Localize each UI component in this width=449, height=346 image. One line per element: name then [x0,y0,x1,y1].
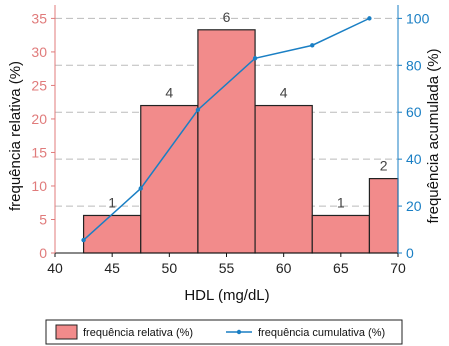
y-right-tick-label: 40 [406,151,422,167]
legend: frequência relativa (%) frequência cumul… [45,319,403,345]
cumulative-point-3 [252,56,258,61]
bar-count-label-2: 6 [223,9,231,25]
bars [82,29,399,254]
bar-count-label-0: 1 [108,194,116,210]
x-tick-label: 40 [47,260,63,276]
legend-bar-label: frequência relativa (%) [83,327,193,339]
cumulative-line [83,17,370,241]
x-tick-label: 45 [104,260,120,276]
y-left-tick-label: 20 [31,111,47,127]
bar-count-label-1: 4 [165,85,173,101]
y-right-tick-label: 80 [406,57,422,73]
bar-count-label-5: 2 [380,158,388,174]
count-labels: 1 4 6 4 1 2 [108,9,388,211]
y-left-tick-label: 15 [31,144,47,160]
y-axis-left-title: frequência relativa (%) [7,61,24,211]
y-left-tick-label: 35 [31,10,47,26]
x-tick-label: 50 [162,260,178,276]
cumulative-point-1 [138,186,143,191]
legend-line-label: frequência cumulativa (%) [258,327,385,339]
y-right-tick-label: 60 [406,104,422,120]
cumulative-point-5 [367,16,372,21]
legend-bar-swatch [55,324,78,340]
y-axis-right-title: frequência acumulada (%) [425,48,442,223]
cumulative-point-0 [81,237,86,243]
y-left-tick-label: 25 [31,77,47,93]
x-tick-label: 70 [390,260,406,276]
y-right-tick-label: 100 [406,10,430,26]
legend-line-marker [236,329,242,335]
bar-3 [254,104,313,254]
bar-1 [140,104,199,254]
y-left-tick-label: 30 [31,44,47,60]
x-tick-label: 65 [333,260,349,276]
cumulative-point-2 [195,107,201,113]
y-left-tick-label: 10 [31,178,47,194]
cumulative-point-4 [310,43,315,48]
bar-2 [197,29,256,254]
bar-count-label-3: 4 [280,85,288,101]
y-right-tick-label: 0 [406,245,414,261]
bar-4 [311,214,371,254]
bar-5 [368,178,399,254]
y-left-tick-label: 0 [39,245,47,261]
x-tick-label: 55 [219,260,235,276]
x-tick-label: 60 [276,260,292,276]
bar-0 [82,214,142,254]
y-right-tick-label: 20 [406,198,422,214]
y-left-tick-label: 5 [39,211,47,227]
x-axis-title: HDL (mg/dL) [184,287,269,304]
legend-box [45,319,403,345]
cumulative-line-series [81,16,372,243]
bar-count-label-4: 1 [337,194,345,210]
